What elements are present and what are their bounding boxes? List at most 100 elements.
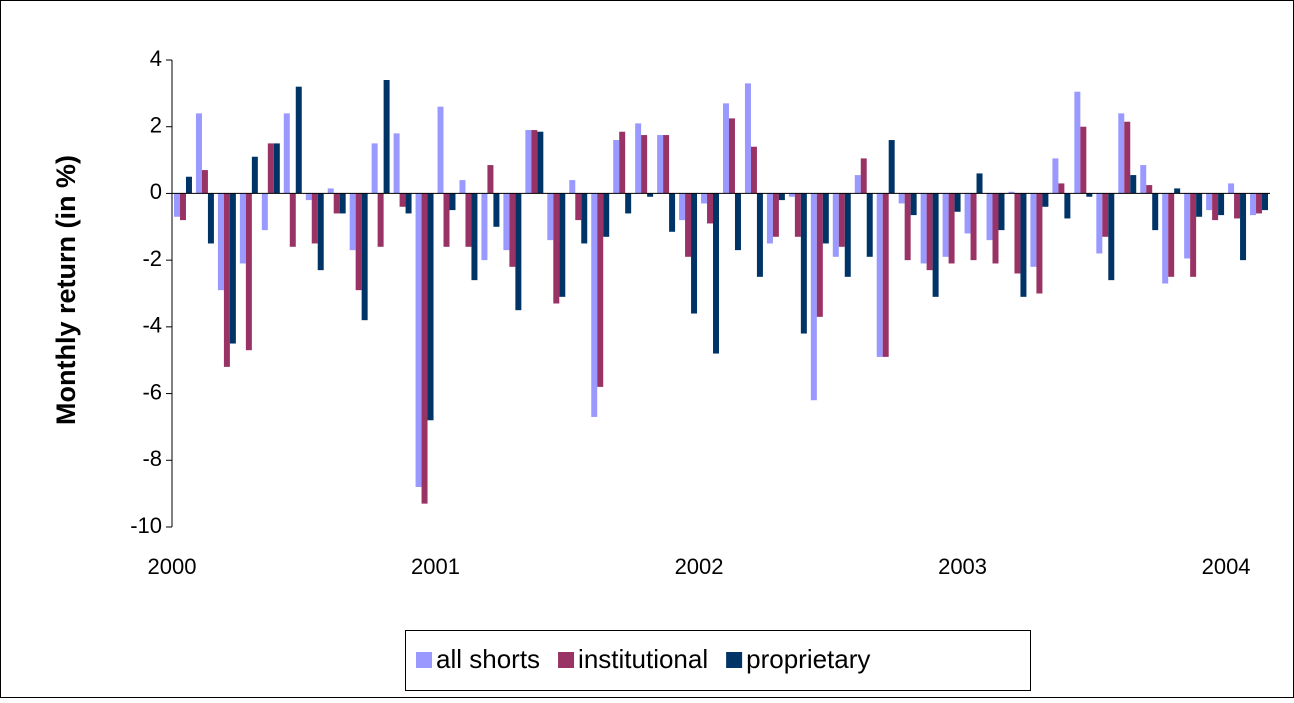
- bar: [427, 193, 434, 421]
- bar: [421, 193, 428, 504]
- bar: [559, 193, 566, 297]
- x-tick-label: 2003: [938, 554, 987, 579]
- bar: [1174, 188, 1181, 194]
- legend-swatch: [558, 652, 575, 668]
- bar: [948, 193, 955, 264]
- bar: [1162, 193, 1169, 284]
- bar: [1108, 193, 1115, 281]
- bar: [713, 193, 719, 354]
- bar: [635, 123, 642, 194]
- bar: [707, 193, 714, 224]
- bar: [537, 131, 544, 194]
- legend-label: institutional: [578, 644, 708, 674]
- bar: [800, 193, 807, 334]
- bar: [756, 193, 763, 277]
- bar: [449, 193, 456, 211]
- legend-label: all shorts: [436, 644, 540, 674]
- bar: [1168, 193, 1175, 277]
- bar: [273, 143, 280, 194]
- bar: [333, 193, 340, 214]
- legend-box: [405, 630, 1031, 691]
- y-tick-label: -4: [142, 313, 162, 338]
- bar: [383, 80, 390, 194]
- bar: [641, 135, 648, 194]
- bar: [305, 193, 312, 201]
- bar: [1052, 158, 1059, 194]
- bar: [613, 140, 620, 194]
- bar: [657, 135, 664, 194]
- bar: [1184, 193, 1191, 259]
- bar: [1074, 91, 1081, 194]
- bar: [679, 193, 686, 221]
- bar: [778, 193, 785, 201]
- bar: [866, 193, 873, 257]
- bar: [1124, 121, 1131, 194]
- bar: [195, 113, 202, 194]
- bar: [860, 158, 867, 194]
- bar: [1234, 193, 1241, 219]
- bar: [311, 193, 318, 244]
- bar: [822, 193, 829, 244]
- x-tick-label: 2001: [411, 554, 460, 579]
- bar: [377, 193, 384, 247]
- bar: [207, 193, 214, 244]
- bar: [1196, 193, 1203, 217]
- bar: [998, 193, 1005, 231]
- bar: [838, 193, 845, 247]
- bar: [327, 188, 334, 194]
- bar: [1152, 193, 1159, 231]
- legend-swatch: [416, 652, 432, 668]
- bar: [904, 193, 911, 261]
- bar: [283, 113, 290, 194]
- bar: [174, 193, 180, 217]
- bar: [1228, 183, 1235, 194]
- bar: [223, 193, 230, 367]
- bar: [415, 193, 422, 487]
- bar: [371, 143, 378, 194]
- bar: [766, 193, 773, 244]
- y-tick-label: -8: [142, 446, 162, 471]
- bar: [405, 193, 412, 214]
- bar: [525, 130, 532, 194]
- bar: [744, 83, 751, 194]
- bar: [515, 193, 522, 311]
- bar: [201, 170, 208, 194]
- bar: [734, 193, 741, 251]
- bar: [932, 193, 939, 297]
- bar: [882, 193, 889, 357]
- bar: [217, 193, 224, 291]
- bar: [503, 193, 510, 251]
- bar: [1080, 126, 1087, 194]
- bar: [964, 193, 971, 234]
- bar: [261, 193, 268, 231]
- bar: [816, 193, 823, 317]
- bar: [239, 193, 246, 264]
- bar: [185, 176, 192, 194]
- bar: [603, 193, 610, 237]
- bar: [1064, 193, 1071, 219]
- bar: [844, 193, 851, 277]
- bar: [179, 193, 186, 221]
- y-tick-label: 2: [150, 113, 162, 138]
- bar: [1190, 193, 1197, 277]
- bar: [597, 193, 604, 387]
- bar: [1118, 113, 1125, 194]
- bar: [954, 193, 961, 212]
- bar: [581, 193, 588, 244]
- bar: [898, 193, 905, 204]
- bar: [920, 193, 927, 264]
- bar: [547, 193, 554, 241]
- bar: [1140, 165, 1147, 194]
- bar: [619, 131, 626, 194]
- bar: [1218, 193, 1225, 216]
- bar: [245, 193, 252, 351]
- bar: [1102, 193, 1109, 237]
- bar: [986, 193, 993, 241]
- bar: [663, 135, 670, 194]
- bar: [832, 193, 839, 257]
- bar: [701, 193, 708, 204]
- bar: [459, 180, 466, 194]
- bar: [487, 165, 494, 194]
- x-tick-label: 2002: [675, 554, 724, 579]
